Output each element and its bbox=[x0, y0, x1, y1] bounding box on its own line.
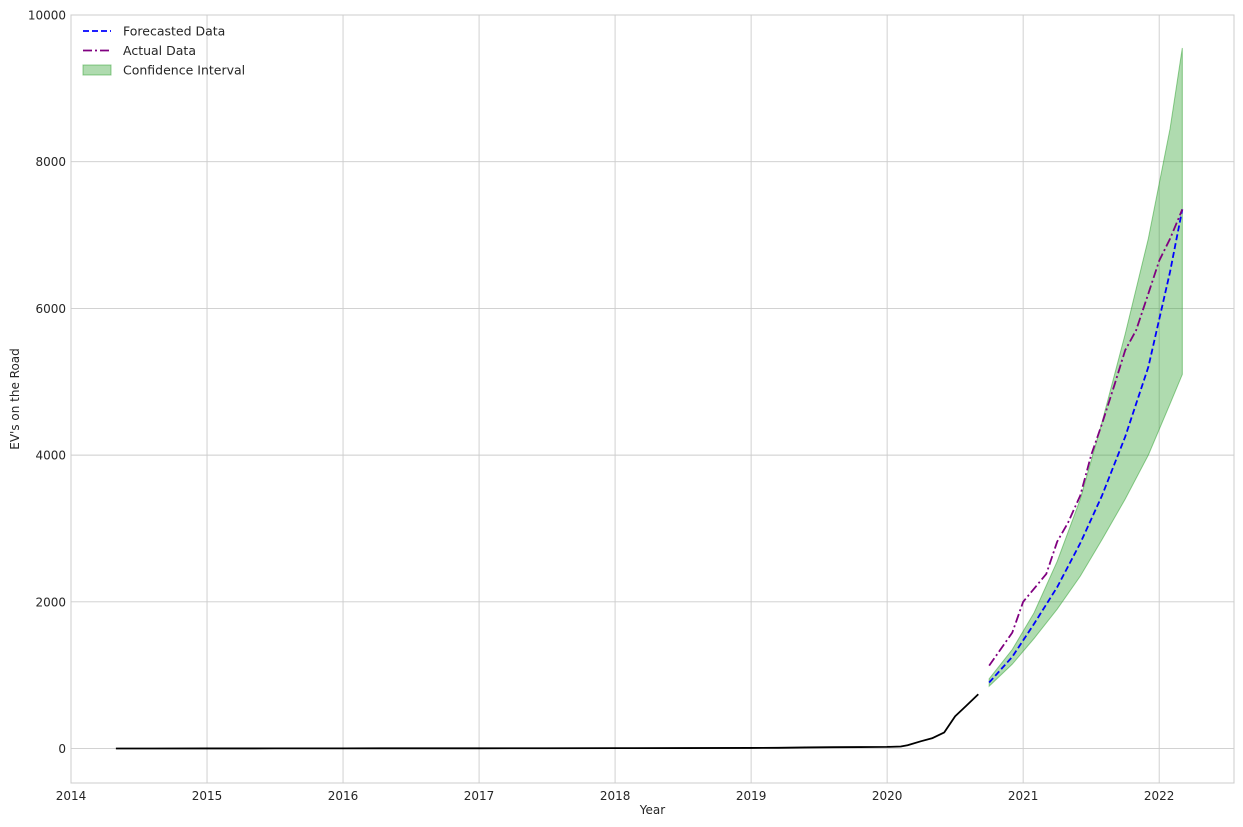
forecasted-data-line bbox=[988, 209, 1184, 684]
y-axis-label: EV's on the Road bbox=[8, 348, 22, 450]
y-tick-label: 0 bbox=[58, 742, 66, 756]
legend-actual-label: Actual Data bbox=[123, 43, 196, 58]
legend-confidence-swatch bbox=[82, 64, 112, 76]
x-tick-label: 2022 bbox=[1144, 789, 1175, 803]
legend-forecast-label: Forecasted Data bbox=[123, 24, 225, 39]
x-tick-label: 2020 bbox=[872, 789, 903, 803]
x-tick-label: 2014 bbox=[56, 789, 87, 803]
actual-data-line bbox=[988, 209, 1184, 667]
x-tick-label: 2018 bbox=[600, 789, 631, 803]
legend: Forecasted Data Actual Data Confidence I… bbox=[82, 24, 245, 78]
legend-confidence-label: Confidence Interval bbox=[123, 63, 245, 78]
confidence-interval-band bbox=[988, 47, 1183, 688]
x-tick-label: 2021 bbox=[1008, 789, 1039, 803]
x-tick-labels: 2014 2015 2016 2017 2018 2019 2020 2021 2022 bbox=[56, 789, 1175, 803]
y-tick-label: 10000 bbox=[28, 9, 66, 23]
y-tick-label: 6000 bbox=[35, 302, 66, 316]
y-tick-label: 2000 bbox=[35, 595, 66, 609]
plot-frame bbox=[70, 14, 1235, 784]
x-axis-label: Year bbox=[639, 803, 665, 817]
grid bbox=[70, 14, 1234, 783]
x-tick-label: 2019 bbox=[736, 789, 767, 803]
y-tick-labels: 0 2000 4000 6000 8000 10000 bbox=[28, 9, 66, 757]
y-tick-label: 8000 bbox=[35, 155, 66, 169]
x-tick-label: 2017 bbox=[464, 789, 495, 803]
confidence-band-layer bbox=[988, 47, 1183, 688]
x-tick-label: 2015 bbox=[192, 789, 223, 803]
historical-data-line bbox=[115, 693, 979, 750]
x-tick-label: 2016 bbox=[328, 789, 359, 803]
series-layer bbox=[115, 209, 1184, 750]
y-tick-label: 4000 bbox=[35, 449, 66, 463]
